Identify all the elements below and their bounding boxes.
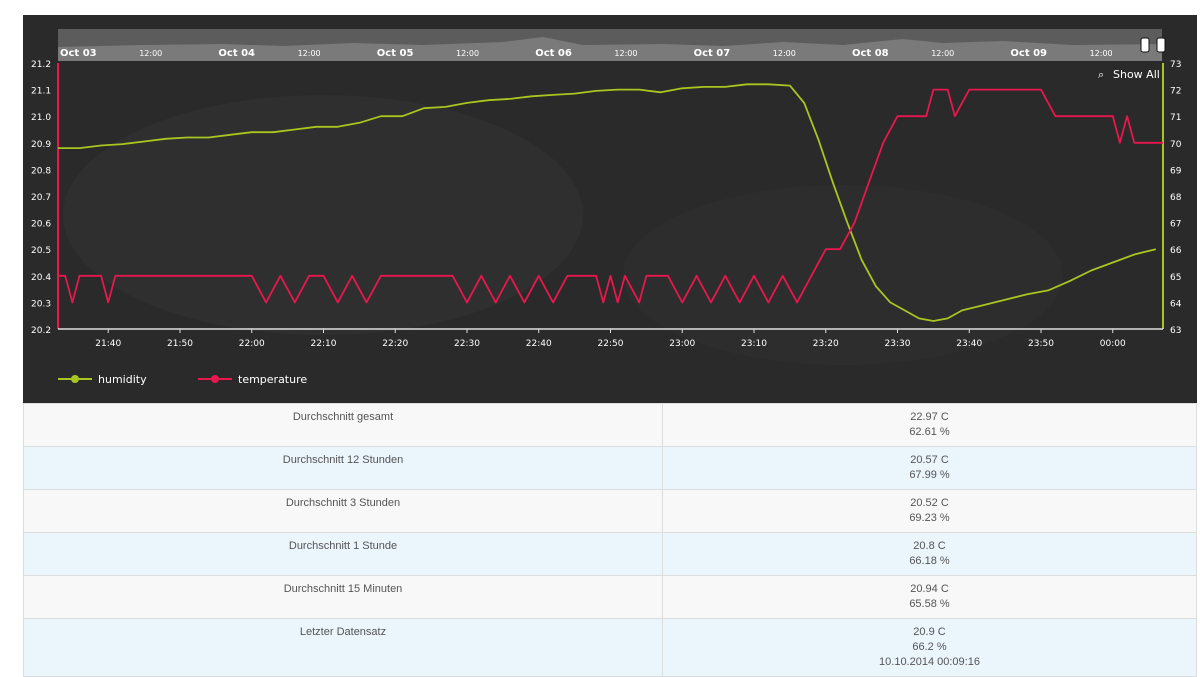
stats-row: Letzter Datensatz 20.9 C 66.2 % 10.10.2014 … xyxy=(23,618,1197,677)
stats-value: 10.10.2014 00:09:16 xyxy=(879,656,980,668)
y-left-tick-label: 20.3 xyxy=(31,299,51,309)
stats-row-label: Durchschnitt 3 Stunden xyxy=(23,489,663,533)
stats-value: 20.94 C xyxy=(910,583,949,595)
navigator-label: Oct 05 xyxy=(377,48,414,59)
navigator-handle-right xyxy=(1156,37,1166,53)
stats-value: 66.2 % xyxy=(912,641,947,653)
navigator-handle-left xyxy=(1140,37,1150,53)
y-right-tick-label: 67 xyxy=(1170,220,1181,230)
x-tick-label: 23:10 xyxy=(741,339,767,349)
y-right-tick-label: 70 xyxy=(1170,140,1182,150)
y-right-tick-label: 68 xyxy=(1170,193,1182,203)
x-tick-label: 22:30 xyxy=(454,339,480,349)
stats-value: 20.8 C xyxy=(913,540,946,552)
navigator-label: 12:00 xyxy=(456,49,479,58)
chart-canvas[interactable]: Oct 03 12:00 Oct 04 12:00 Oct 05 12:00 Oct 06 1… xyxy=(23,15,1197,403)
y-left-tick-label: 20.2 xyxy=(31,326,51,336)
stats-value: 65.58 % xyxy=(909,598,950,610)
stats-value: 20.9 C xyxy=(913,626,946,638)
stats-value: 66.18 % xyxy=(909,555,950,567)
stats-row-values: 20.9 C 66.2 % 10.10.2014 00:09:16 xyxy=(662,618,1197,677)
x-tick-label: 22:50 xyxy=(598,339,624,349)
navigator-series-area xyxy=(58,37,1162,61)
stats-table: Durchschnitt gesamt 22.97 C 62.61 % Durchsc… xyxy=(23,403,1197,677)
y-right-tick-label: 72 xyxy=(1170,87,1181,97)
temperature-legend-marker xyxy=(211,375,219,383)
x-tick-label: 23:40 xyxy=(956,339,982,349)
stats-row-label: Durchschnitt 1 Stunde xyxy=(23,532,663,576)
y-right-tick-label: 66 xyxy=(1170,246,1182,256)
y-left-tick-label: 20.6 xyxy=(31,220,51,230)
x-tick-label: 21:50 xyxy=(167,339,193,349)
stats-row-values: 20.94 C 65.58 % xyxy=(662,575,1197,619)
x-tick-label: 22:20 xyxy=(382,339,408,349)
stats-row: Durchschnitt 12 Stunden 20.57 C 67.99 % xyxy=(23,446,1197,490)
stats-row-values: 20.8 C 66.18 % xyxy=(662,532,1197,576)
navigator-label: 12:00 xyxy=(773,49,796,58)
x-tick-label: 00:00 xyxy=(1100,339,1126,349)
x-tick-label: 22:10 xyxy=(311,339,337,349)
stats-row: Durchschnitt 3 Stunden 20.52 C 69.23 % xyxy=(23,489,1197,533)
x-tick-label: 23:30 xyxy=(885,339,911,349)
navigator-label: 12:00 xyxy=(1090,49,1113,58)
stats-row-values: 20.57 C 67.99 % xyxy=(662,446,1197,490)
show-all-button[interactable]: Show All xyxy=(1113,68,1160,81)
stats-row: Durchschnitt 1 Stunde 20.8 C 66.18 % xyxy=(23,532,1197,576)
navigator-label: Oct 08 xyxy=(852,48,889,59)
stats-value: 20.57 C xyxy=(910,454,949,466)
zoom-icon: ⌕ xyxy=(1098,68,1104,81)
stats-row-values: 20.52 C 69.23 % xyxy=(662,489,1197,533)
chart-panel: Oct 03 12:00 Oct 04 12:00 Oct 05 12:00 Oct 06 1… xyxy=(23,15,1197,403)
y-right-tick-label: 65 xyxy=(1170,273,1181,283)
temperature-legend-label[interactable]: temperature xyxy=(238,373,307,386)
stats-row-label: Durchschnitt 12 Stunden xyxy=(23,446,663,490)
stats-row: Durchschnitt 15 Minuten 20.94 C 65.58 % xyxy=(23,575,1197,619)
x-tick-label: 22:00 xyxy=(239,339,265,349)
y-left-tick-label: 20.9 xyxy=(31,140,51,150)
y-right-tick-label: 64 xyxy=(1170,299,1182,309)
stats-row-label: Durchschnitt gesamt xyxy=(23,403,663,447)
y-left-tick-label: 20.5 xyxy=(31,246,51,256)
stats-row-label: Durchschnitt 15 Minuten xyxy=(23,575,663,619)
chalk-smudge xyxy=(623,185,1063,365)
humidity-legend-marker xyxy=(71,375,79,383)
x-tick-label: 22:40 xyxy=(526,339,552,349)
y-right-tick-label: 63 xyxy=(1170,326,1181,336)
stats-value: 62.61 % xyxy=(909,426,950,438)
y-left-tick-label: 20.8 xyxy=(31,166,51,176)
navigator-label: Oct 09 xyxy=(1010,48,1047,59)
navigator-label: Oct 03 xyxy=(60,48,97,59)
x-tick-label: 21:40 xyxy=(95,339,121,349)
navigator-label: 12:00 xyxy=(298,49,321,58)
stats-row-values: 22.97 C 62.61 % xyxy=(662,403,1197,447)
stats-value: 69.23 % xyxy=(909,512,950,524)
y-left-tick-label: 21.0 xyxy=(31,113,51,123)
y-left-tick-label: 20.7 xyxy=(31,193,51,203)
y-right-tick-label: 73 xyxy=(1170,60,1181,70)
navigator-label: 12:00 xyxy=(931,49,954,58)
navigator-label: Oct 06 xyxy=(535,48,572,59)
chalk-smudge xyxy=(63,95,583,335)
x-tick-label: 23:00 xyxy=(669,339,695,349)
y-left-tick-label: 21.2 xyxy=(31,60,51,70)
humidity-legend-label[interactable]: humidity xyxy=(98,373,147,386)
humidity-series-line xyxy=(58,83,1157,322)
x-tick-label: 23:50 xyxy=(1028,339,1054,349)
stats-value: 67.99 % xyxy=(909,469,950,481)
y-right-tick-label: 71 xyxy=(1170,113,1181,123)
navigator-label: Oct 07 xyxy=(694,48,731,59)
navigator-label: 12:00 xyxy=(614,49,637,58)
x-tick-label: 23:20 xyxy=(813,339,839,349)
y-right-tick-label: 69 xyxy=(1170,166,1182,176)
y-left-tick-label: 20.4 xyxy=(31,273,51,283)
stats-row-label: Letzter Datensatz xyxy=(23,618,663,677)
y-left-tick-label: 21.1 xyxy=(31,87,51,97)
navigator-label: 12:00 xyxy=(139,49,162,58)
temperature-series-line xyxy=(58,88,1163,304)
stats-row: Durchschnitt gesamt 22.97 C 62.61 % xyxy=(23,403,1197,447)
stats-value: 20.52 C xyxy=(910,497,949,509)
stats-value: 22.97 C xyxy=(910,411,949,423)
navigator-label: Oct 04 xyxy=(218,48,255,59)
